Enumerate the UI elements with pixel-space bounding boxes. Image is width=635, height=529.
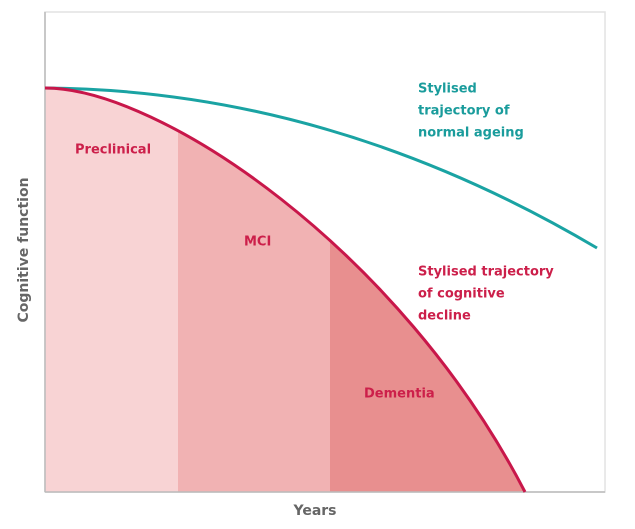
curve-label: normal ageing [418,126,524,141]
preclinical-area [45,88,178,492]
curve-label: decline [418,309,471,324]
stage-label: MCI [244,235,271,250]
normal-ageing-curve [44,86,598,250]
cognitive-decline-curve [44,86,527,493]
curve-label: Stylised trajectory [418,265,554,280]
curve-label: trajectory of [418,104,510,119]
y-axis-label: Cognitive function [16,177,32,322]
curve-label: of cognitive [418,287,505,302]
stage-label: Preclinical [75,143,151,158]
x-axis-label: Years [292,503,336,519]
curve-label: Stylised [418,82,477,97]
stage-label: Dementia [364,387,435,402]
